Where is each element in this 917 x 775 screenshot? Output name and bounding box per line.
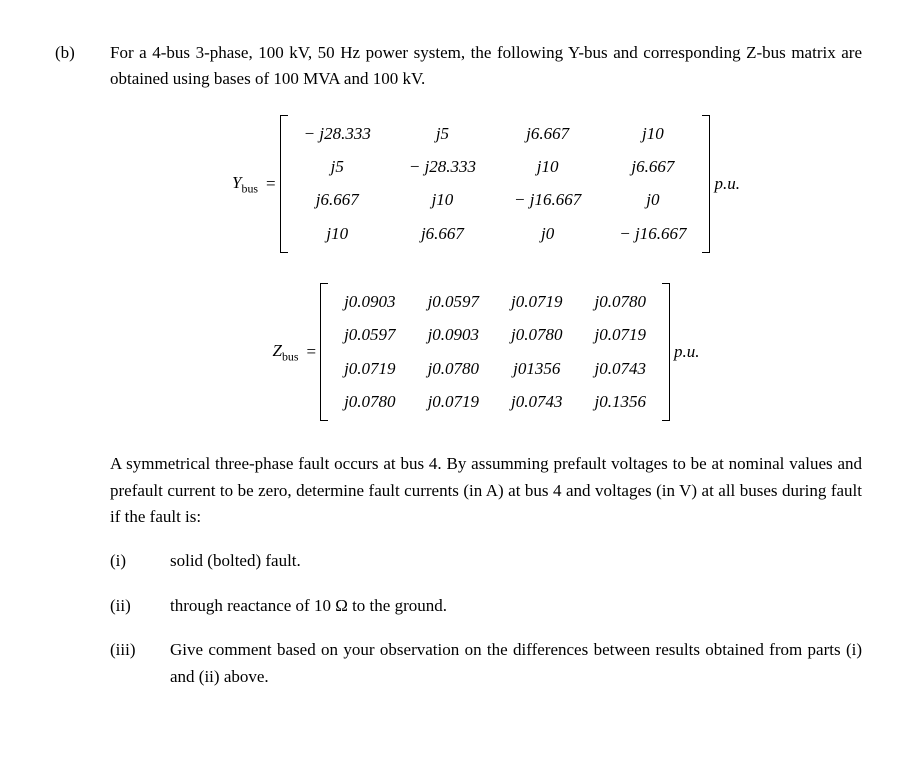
ybus-cell: j5 <box>296 152 379 182</box>
zbus-cell: j0.0780 <box>587 287 654 317</box>
zbus-unit: p.u. <box>674 339 700 365</box>
zbus-cell: j0.0780 <box>503 320 570 350</box>
sub-text-iii: Give comment based on your observation o… <box>170 637 862 690</box>
ybus-cell: j6.667 <box>401 219 484 249</box>
ybus-right-bracket <box>702 115 710 253</box>
zbus-right-bracket <box>662 283 670 421</box>
sub-text-ii: through reactance of 10 Ω to the ground. <box>170 593 862 619</box>
sub-item-iii: (iii) Give comment based on your observa… <box>110 637 862 690</box>
ybus-cell: j10 <box>401 185 484 215</box>
zbus-label: Zbus <box>272 338 298 366</box>
zbus-cell: j0.0719 <box>587 320 654 350</box>
ybus-cell: j0 <box>506 219 589 249</box>
zbus-left-bracket <box>320 283 328 421</box>
sub-label-ii: (ii) <box>110 593 150 619</box>
ybus-cell: j5 <box>401 119 484 149</box>
zbus-cell: j0.0597 <box>420 287 487 317</box>
ybus-cell: − j16.667 <box>506 185 589 215</box>
ybus-cell: j0 <box>611 185 694 215</box>
zbus-cell: j0.0719 <box>336 354 403 384</box>
ybus-unit: p.u. <box>714 171 740 197</box>
ybus-cell: j10 <box>296 219 379 249</box>
ybus-cell: j6.667 <box>506 119 589 149</box>
zbus-cell: j0.0719 <box>420 387 487 417</box>
zbus-cell: j0.0719 <box>503 287 570 317</box>
ybus-cell: j10 <box>506 152 589 182</box>
zbus-cell: j0.0780 <box>336 387 403 417</box>
zbus-bracket-wrap: j0.0903 j0.0597 j0.0719 j0.0780 j0.0597 … <box>320 283 670 421</box>
zbus-cell: j0.0903 <box>420 320 487 350</box>
sub-label-iii: (iii) <box>110 637 150 663</box>
fault-intro-paragraph: A symmetrical three-phase fault occurs a… <box>110 451 862 530</box>
ybus-cell: j10 <box>611 119 694 149</box>
ybus-matrix-block: Ybus = − j28.333 j5 j6.667 j10 j5 − j28.… <box>110 115 862 253</box>
ybus-bracket-wrap: − j28.333 j5 j6.667 j10 j5 − j28.333 j10… <box>280 115 711 253</box>
part-label: (b) <box>55 40 85 66</box>
question-body: For a 4-bus 3-phase, 100 kV, 50 Hz power… <box>110 40 862 708</box>
ybus-cell: − j28.333 <box>401 152 484 182</box>
ybus-left-bracket <box>280 115 288 253</box>
zbus-label-sub: bus <box>282 350 299 364</box>
sub-label-i: (i) <box>110 548 150 574</box>
zbus-matrix-block: Zbus = j0.0903 j0.0597 j0.0719 j0.0780 j… <box>110 283 862 421</box>
ybus-cell: j6.667 <box>296 185 379 215</box>
zbus-cell: j0.0780 <box>420 354 487 384</box>
ybus-cell: − j28.333 <box>296 119 379 149</box>
ybus-label-sub: bus <box>242 181 259 195</box>
sub-text-i: solid (bolted) fault. <box>170 548 862 574</box>
ybus-cell: − j16.667 <box>611 219 694 249</box>
zbus-label-base: Z <box>272 341 281 360</box>
equals-sign: = <box>266 171 276 197</box>
equals-sign: = <box>306 339 316 365</box>
sub-item-i: (i) solid (bolted) fault. <box>110 548 862 574</box>
ybus-grid: − j28.333 j5 j6.667 j10 j5 − j28.333 j10… <box>288 115 703 253</box>
question-part-b: (b) For a 4-bus 3-phase, 100 kV, 50 Hz p… <box>55 40 862 708</box>
intro-paragraph: For a 4-bus 3-phase, 100 kV, 50 Hz power… <box>110 40 862 93</box>
sub-item-ii: (ii) through reactance of 10 Ω to the gr… <box>110 593 862 619</box>
zbus-cell: j0.1356 <box>587 387 654 417</box>
zbus-cell: j0.0743 <box>503 387 570 417</box>
zbus-cell: j0.0903 <box>336 287 403 317</box>
zbus-cell: j0.0597 <box>336 320 403 350</box>
ybus-label: Ybus <box>232 170 258 198</box>
ybus-label-base: Y <box>232 173 241 192</box>
zbus-grid: j0.0903 j0.0597 j0.0719 j0.0780 j0.0597 … <box>328 283 662 421</box>
zbus-cell: j01356 <box>503 354 570 384</box>
ybus-cell: j6.667 <box>611 152 694 182</box>
zbus-cell: j0.0743 <box>587 354 654 384</box>
